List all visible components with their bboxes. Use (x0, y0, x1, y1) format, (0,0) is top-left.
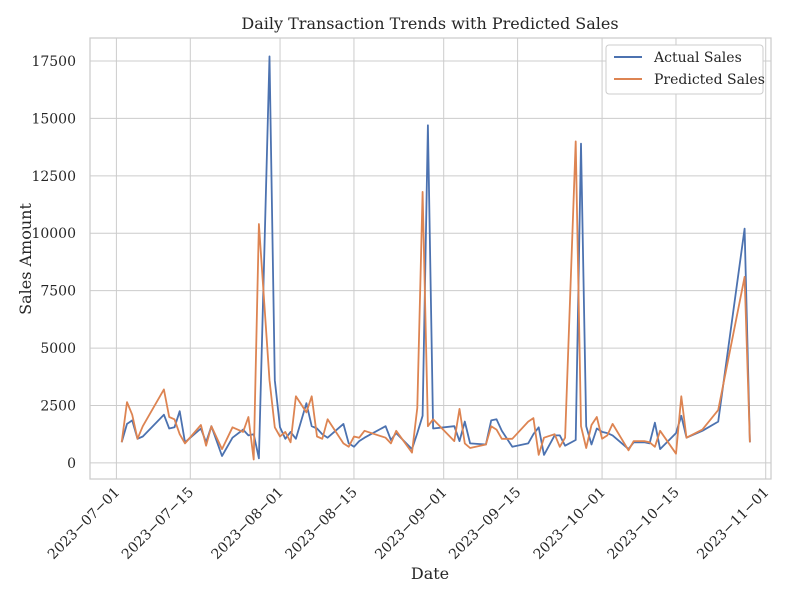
y-axis-label: Sales Amount (16, 203, 35, 315)
x-axis-label: Date (411, 564, 449, 583)
legend-actual-sales-label: Actual Sales (653, 50, 742, 66)
y-tick-label: 12500 (31, 169, 76, 185)
legend-predicted-sales-label: Predicted Sales (654, 72, 765, 88)
y-tick-label: 2500 (40, 399, 76, 415)
legend: Actual Sales Predicted Sales (606, 45, 765, 94)
y-tick-label: 17500 (31, 54, 76, 70)
y-tick-label: 5000 (40, 341, 76, 357)
chart-title: Daily Transaction Trends with Predicted … (241, 14, 618, 33)
y-tick-label: 15000 (31, 111, 76, 127)
y-tick-label: 0 (67, 456, 76, 472)
y-tick-label: 7500 (40, 284, 76, 300)
y-tick-label: 10000 (31, 226, 76, 242)
